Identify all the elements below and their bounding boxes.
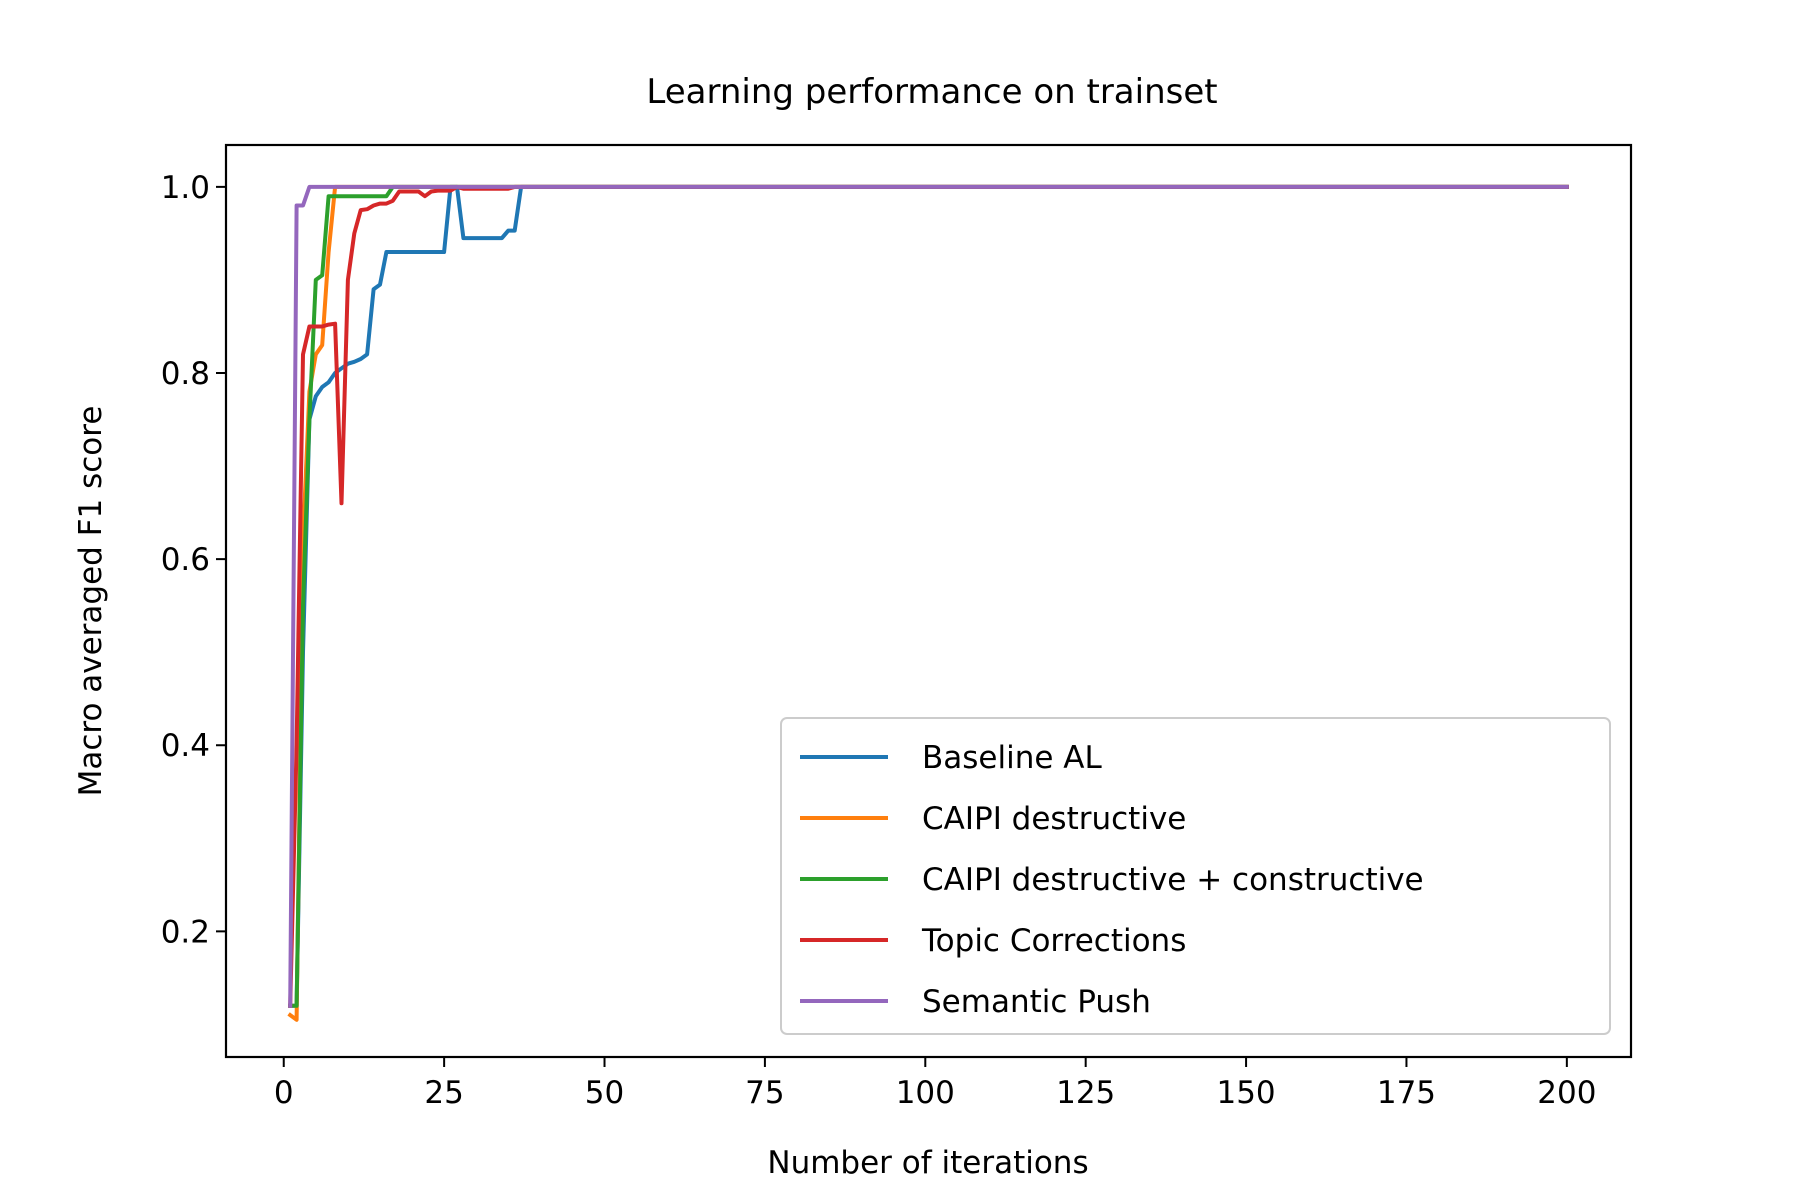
x-tick-label: 25 <box>424 1075 463 1111</box>
y-tick-label: 1.0 <box>161 170 210 206</box>
series-layer <box>287 184 1569 1022</box>
y-tick-label: 0.6 <box>161 542 210 578</box>
x-tick-label: 50 <box>585 1075 624 1111</box>
y-tick-label: 0.8 <box>161 356 210 392</box>
y-tick-label: 0.4 <box>161 728 210 764</box>
x-tick-label: 150 <box>1216 1075 1275 1111</box>
x-tick-label: 75 <box>745 1075 784 1111</box>
x-tick-label: 175 <box>1377 1075 1436 1111</box>
x-tick-label: 0 <box>274 1075 294 1111</box>
series-line-2 <box>288 184 1569 1008</box>
x-axis: 0 25 50 75 100 125 150 175 200 <box>274 1057 1596 1111</box>
x-tick-label: 100 <box>896 1075 955 1111</box>
series-line-4 <box>288 184 1569 1008</box>
legend-label-0: Baseline AL <box>922 740 1102 776</box>
legend-label-2: CAIPI destructive + constructive <box>922 862 1424 898</box>
plot-area-frame <box>224 143 1633 1059</box>
legend-box <box>780 717 1611 1035</box>
legend: Baseline AL CAIPI destructive CAIPI destru… <box>780 717 1611 1035</box>
y-axis: 0.2 0.4 0.6 0.8 1.0 <box>161 170 226 950</box>
x-tick-label: 200 <box>1537 1075 1596 1111</box>
y-axis-label: Macro averaged F1 score <box>73 406 109 797</box>
chart-title: Learning performance on trainset <box>646 72 1217 112</box>
y-tick-label: 0.2 <box>161 914 210 950</box>
legend-label-3: Topic Corrections <box>921 923 1186 959</box>
x-axis-label: Number of iterations <box>767 1145 1088 1181</box>
x-tick-label: 125 <box>1056 1075 1115 1111</box>
legend-label-4: Semantic Push <box>922 984 1151 1020</box>
legend-label-1: CAIPI destructive <box>922 801 1186 837</box>
series-line-0 <box>288 184 1569 1008</box>
